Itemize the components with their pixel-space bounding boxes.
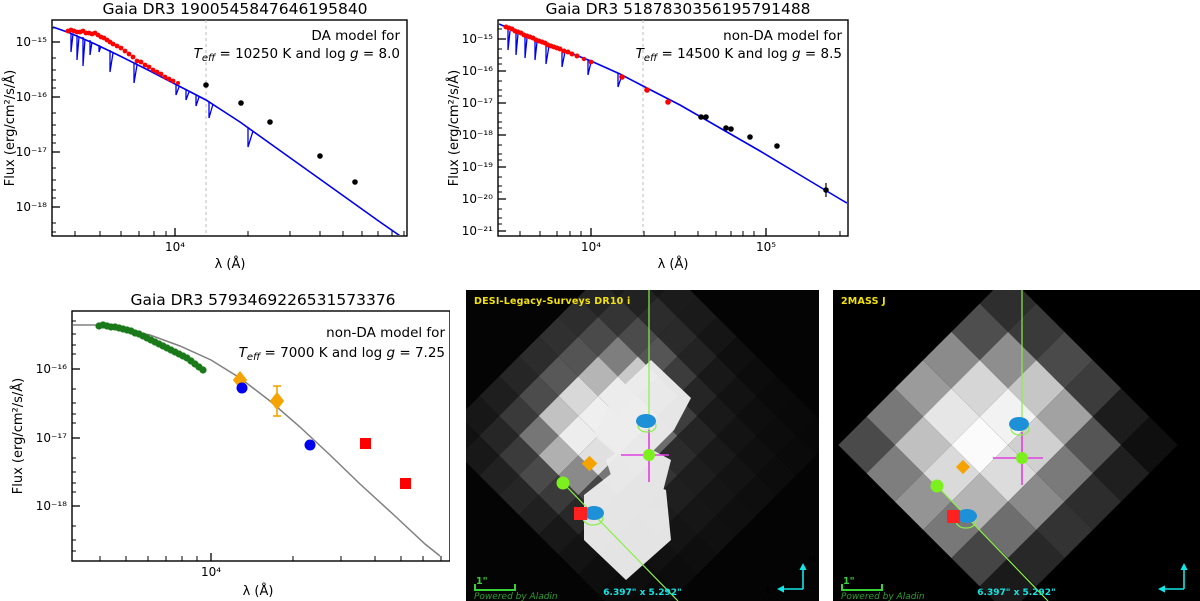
field-of-view-label: 6.397" x 5.292" bbox=[977, 588, 1056, 598]
scale-bar bbox=[841, 584, 883, 591]
y-tick-label: 10⁻¹⁷ bbox=[462, 96, 493, 110]
twomass-photometry-points bbox=[233, 371, 284, 417]
absorption-lines bbox=[70, 33, 254, 148]
y-tick-label: 10⁻²¹ bbox=[462, 224, 493, 238]
x-axis-ticks-1: 10⁴ bbox=[74, 228, 405, 254]
blue-ellipse-north bbox=[1009, 417, 1029, 431]
pointer-line-south bbox=[936, 485, 1049, 601]
scale-bar-label: 1" bbox=[476, 576, 488, 587]
x-axis-ticks-3: 10⁴ bbox=[99, 553, 442, 579]
x-axis-label: λ (Å) bbox=[658, 256, 689, 272]
optical-photometry-points bbox=[503, 24, 671, 105]
compass-east-label: E bbox=[766, 586, 772, 596]
x-tick-label: 10⁵ bbox=[756, 240, 776, 254]
blue-ellipse-south bbox=[957, 509, 977, 523]
model-annotation-line1: non-DA model for bbox=[326, 325, 445, 341]
optical-photometry-points bbox=[65, 27, 180, 85]
x-axis-label: λ (Å) bbox=[243, 583, 274, 599]
y-tick-label: 10⁻¹⁸ bbox=[36, 499, 67, 513]
aladin-credit: Powered by Aladin bbox=[841, 592, 925, 601]
panel-image-desi[interactable]: DESI-Legacy-Surveys DR10 i 6.397" x 5.29… bbox=[466, 290, 819, 601]
target-marker-green bbox=[1016, 452, 1028, 464]
panel-image-2mass[interactable]: 2MASS J 6.397" x 5.292" 1" Powered by Al… bbox=[833, 290, 1200, 601]
x-axis-ticks-2: 10⁴ 10⁵ bbox=[519, 228, 841, 254]
overlay-markers bbox=[930, 290, 1049, 601]
y-tick-label: 10⁻¹⁵ bbox=[462, 32, 493, 46]
field-of-view-label: 6.397" x 5.292" bbox=[603, 588, 682, 598]
twomass-cutout-image bbox=[833, 290, 1200, 601]
compass-rose: N E bbox=[766, 556, 815, 596]
gaia-spectrum-points bbox=[95, 321, 207, 374]
panel-title: Gaia DR3 5187830356195791488 bbox=[545, 0, 810, 18]
x-tick-label: 10⁴ bbox=[165, 240, 185, 254]
y-tick-label: 10⁻¹⁷ bbox=[36, 431, 67, 445]
panel-sed-top-right: Gaia DR3 5187830356195791488 10⁻¹⁵ 10⁻¹⁶… bbox=[440, 0, 885, 272]
blue-ellipse-south bbox=[584, 506, 604, 520]
y-tick-label: 10⁻²⁰ bbox=[462, 192, 493, 206]
y-tick-label: 10⁻¹⁸ bbox=[462, 128, 493, 142]
blue-ellipse-north bbox=[636, 414, 656, 428]
plot-frame bbox=[71, 310, 450, 562]
panel-sed-bottom-left: Gaia DR3 5793469226531573376 10⁻¹⁶ 10⁻¹⁷… bbox=[0, 288, 450, 601]
x-tick-label: 10⁴ bbox=[581, 240, 601, 254]
sed-plot-1: Gaia DR3 1900545847646195840 10⁻¹⁵ 10⁻¹⁶… bbox=[2, 0, 408, 272]
sed-plot-3: Gaia DR3 5793469226531573376 10⁻¹⁶ 10⁻¹⁷… bbox=[10, 291, 450, 599]
compass-north-label: N bbox=[808, 556, 815, 566]
compass-north-label: N bbox=[1189, 556, 1196, 566]
survey-label: DESI-Legacy-Surveys DR10 i bbox=[474, 296, 631, 307]
absorption-lines bbox=[507, 29, 623, 88]
y-tick-label: 10⁻¹⁶ bbox=[462, 64, 493, 78]
y-axis-ticks-3: 10⁻¹⁶ 10⁻¹⁷ 10⁻¹⁸ bbox=[36, 320, 80, 552]
y-tick-label: 10⁻¹⁹ bbox=[462, 160, 493, 174]
compass-east-label: E bbox=[1147, 586, 1153, 596]
y-tick-label: 10⁻¹⁶ bbox=[36, 362, 67, 376]
infrared-photometry-points bbox=[698, 114, 829, 197]
model-annotation-line2: Teff = 10250 K and log g = 8.0 bbox=[194, 46, 400, 64]
panel-title: Gaia DR3 5793469226531573376 bbox=[130, 291, 395, 309]
green-marker-southwest bbox=[930, 479, 944, 493]
panel-sed-top-left: Gaia DR3 1900545847646195840 10⁻¹⁵ 10⁻¹⁶… bbox=[0, 0, 440, 272]
plot-frame bbox=[51, 19, 408, 237]
scale-bar bbox=[474, 584, 516, 591]
y-axis-ticks-1: 10⁻¹⁵ 10⁻¹⁶ 10⁻¹⁷ 10⁻¹⁸ bbox=[16, 27, 60, 233]
scale-bar-label: 1" bbox=[843, 576, 855, 587]
model-spectrum-curve bbox=[53, 26, 401, 235]
green-marker-southwest bbox=[556, 476, 570, 490]
aladin-credit: Powered by Aladin bbox=[474, 592, 558, 601]
orange-diamond-marker bbox=[955, 459, 971, 475]
sed-plot-2: Gaia DR3 5187830356195791488 10⁻¹⁵ 10⁻¹⁶… bbox=[446, 0, 849, 272]
x-tick-label: 10⁴ bbox=[201, 565, 221, 579]
y-tick-label: 10⁻¹⁷ bbox=[16, 145, 47, 159]
y-tick-label: 10⁻¹⁸ bbox=[16, 200, 47, 214]
model-annotation-line2: Teff = 14500 K and log g = 8.5 bbox=[636, 46, 842, 64]
model-annotation-line1: DA model for bbox=[311, 28, 400, 44]
y-axis-label: Flux (erg/cm²/s/Å) bbox=[446, 70, 462, 187]
y-axis-label: Flux (erg/cm²/s/Å) bbox=[2, 70, 18, 187]
infrared-photometry-points bbox=[203, 82, 358, 185]
survey-label: 2MASS J bbox=[841, 296, 886, 307]
red-square-marker bbox=[947, 510, 960, 523]
y-tick-label: 10⁻¹⁶ bbox=[16, 90, 47, 104]
target-marker-green bbox=[643, 449, 655, 461]
red-square-marker bbox=[574, 507, 587, 520]
y-axis-ticks-2: 10⁻¹⁵ 10⁻¹⁶ 10⁻¹⁷ 10⁻¹⁸ 10⁻¹⁹ 10⁻²⁰ 10⁻²… bbox=[462, 28, 506, 238]
compass-rose: N E bbox=[1147, 556, 1196, 596]
model-annotation-line2: Teff = 7000 K and log g = 7.25 bbox=[239, 345, 445, 363]
model-predicted-flux-points bbox=[236, 382, 316, 451]
panel-title: Gaia DR3 1900545847646195840 bbox=[102, 0, 367, 18]
y-axis-label: Flux (erg/cm²/s/Å) bbox=[10, 378, 26, 495]
wise-photometry-points bbox=[360, 438, 411, 489]
x-axis-label: λ (Å) bbox=[215, 256, 246, 272]
pointer-line-south bbox=[562, 482, 679, 601]
desi-cutout-image bbox=[466, 290, 819, 601]
y-tick-label: 10⁻¹⁵ bbox=[16, 35, 47, 49]
model-annotation-line1: non-DA model for bbox=[723, 28, 842, 44]
